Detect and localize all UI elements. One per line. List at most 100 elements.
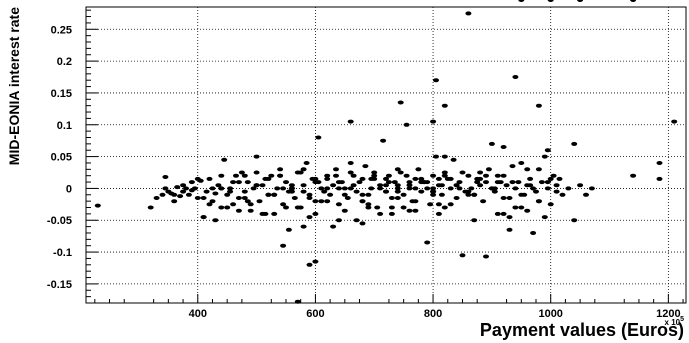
data-point xyxy=(553,189,560,194)
data-point xyxy=(235,196,242,200)
data-point xyxy=(403,173,410,178)
data-point xyxy=(306,192,313,197)
data-point xyxy=(383,183,389,188)
data-point xyxy=(191,186,198,191)
data-point xyxy=(365,202,372,207)
x-axis-multiplier-base: x 10 xyxy=(665,318,681,327)
data-point xyxy=(418,180,425,185)
data-point xyxy=(500,145,507,149)
data-point xyxy=(318,199,325,204)
data-point xyxy=(253,170,260,175)
data-point xyxy=(430,173,437,178)
data-point xyxy=(291,196,298,200)
x-tick-label: 400 xyxy=(189,308,207,320)
data-point xyxy=(368,186,375,191)
data-point xyxy=(435,202,442,207)
data-point xyxy=(206,202,213,207)
data-point xyxy=(306,215,313,220)
data-point xyxy=(321,189,328,194)
data-point xyxy=(215,183,222,188)
data-point xyxy=(227,189,234,194)
data-point xyxy=(341,208,348,213)
data-point xyxy=(509,164,516,169)
data-point xyxy=(406,183,413,188)
data-point xyxy=(544,186,551,191)
data-point xyxy=(450,157,457,162)
data-point xyxy=(433,78,439,83)
x-tick-label: 800 xyxy=(424,308,442,320)
data-point xyxy=(383,189,389,194)
data-point xyxy=(500,196,507,200)
data-point xyxy=(406,208,413,213)
y-tick-label: -0.15 xyxy=(47,279,72,291)
data-point xyxy=(300,167,307,172)
data-point xyxy=(447,186,454,191)
data-point xyxy=(324,173,331,178)
data-point xyxy=(394,183,401,188)
y-tick-label: 0.25 xyxy=(51,24,72,36)
data-point xyxy=(391,180,398,185)
data-point xyxy=(547,0,554,2)
data-point xyxy=(162,186,169,191)
data-point xyxy=(283,180,289,185)
y-axis-label: MID-EONIA interest rate xyxy=(6,7,22,165)
data-point xyxy=(235,180,242,185)
data-point xyxy=(356,180,363,185)
data-point xyxy=(509,180,516,185)
data-point xyxy=(535,103,542,108)
data-point xyxy=(277,173,284,178)
data-point xyxy=(506,215,513,220)
data-point xyxy=(412,186,419,191)
data-point xyxy=(280,186,287,191)
data-point xyxy=(494,211,501,216)
data-point xyxy=(456,180,463,185)
data-point xyxy=(535,199,542,204)
data-point xyxy=(512,186,519,191)
data-point xyxy=(265,192,272,197)
data-point xyxy=(441,154,448,159)
data-point xyxy=(371,173,378,178)
data-point xyxy=(174,185,181,190)
data-point xyxy=(353,189,360,194)
data-point xyxy=(300,183,307,188)
data-point xyxy=(406,180,413,185)
data-point xyxy=(365,192,372,197)
data-point xyxy=(494,180,501,185)
data-point xyxy=(388,205,395,210)
data-point xyxy=(403,122,410,127)
data-point xyxy=(385,180,392,185)
data-point xyxy=(588,186,595,191)
y-tick-label: 0.15 xyxy=(51,88,72,100)
data-point xyxy=(471,192,478,197)
data-point xyxy=(241,196,248,200)
data-point xyxy=(188,180,195,185)
data-point xyxy=(459,170,466,175)
data-point xyxy=(200,196,207,200)
data-point xyxy=(312,199,319,204)
data-point xyxy=(550,173,557,178)
data-point xyxy=(518,192,525,197)
data-point xyxy=(556,176,563,181)
data-point xyxy=(427,202,434,207)
data-point xyxy=(456,186,463,191)
data-point xyxy=(221,157,228,162)
data-point xyxy=(259,211,266,216)
data-point xyxy=(465,189,472,194)
data-point xyxy=(447,176,454,181)
data-point xyxy=(374,205,381,210)
data-point xyxy=(218,186,225,191)
data-point xyxy=(312,180,319,185)
data-point xyxy=(324,176,331,181)
data-point xyxy=(288,186,295,191)
data-point xyxy=(424,240,431,245)
data-point xyxy=(285,227,292,232)
data-point xyxy=(385,173,392,178)
data-point xyxy=(312,259,319,264)
data-point xyxy=(218,205,225,210)
data-point xyxy=(271,211,278,216)
data-point xyxy=(459,253,466,258)
data-point xyxy=(274,186,281,191)
data-point xyxy=(447,202,454,207)
data-point xyxy=(324,199,331,204)
